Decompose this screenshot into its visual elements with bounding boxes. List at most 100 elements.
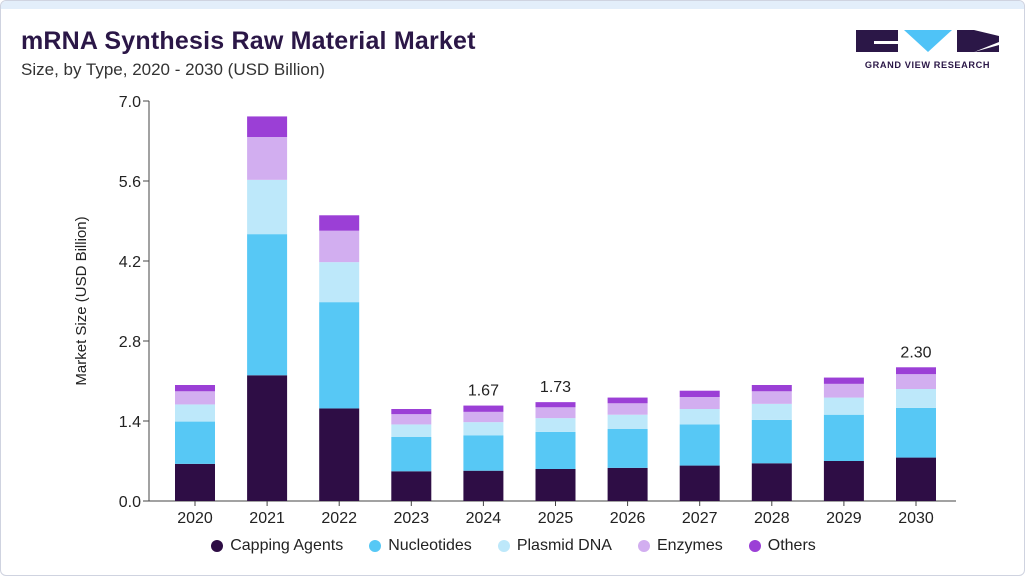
- legend-swatch-icon: [211, 540, 224, 552]
- bar-segment-others: [463, 405, 504, 412]
- bar-segment-nucleotides: [607, 429, 648, 468]
- bar-segment-capping-agents: [679, 465, 720, 501]
- bar-segment-nucleotides: [319, 302, 360, 409]
- bar-segment-capping-agents: [247, 375, 288, 501]
- x-tick-label: 2030: [898, 510, 934, 527]
- y-tick-label: 1.4: [119, 414, 141, 431]
- bar-segment-others: [319, 215, 360, 231]
- bar-segment-enzymes: [823, 383, 864, 398]
- y-tick-label: 0.0: [119, 494, 141, 511]
- y-tick-label: 4.2: [119, 254, 141, 271]
- bar-segment-plasmid-dna: [607, 414, 648, 429]
- bar-segment-nucleotides: [175, 421, 215, 464]
- bar-segment-others: [391, 409, 432, 415]
- bar-segment-others: [607, 397, 648, 404]
- x-tick-label: 2026: [610, 510, 646, 527]
- bar-segment-nucleotides: [751, 419, 792, 464]
- bar-segment-enzymes: [319, 230, 360, 263]
- bar-total-label: 1.67: [468, 383, 499, 400]
- bar-segment-plasmid-dna: [319, 262, 360, 303]
- legend-label: Capping Agents: [230, 537, 344, 554]
- bar-segment-capping-agents: [896, 457, 936, 501]
- x-tick-label: 2021: [249, 510, 285, 527]
- bar-segment-nucleotides: [823, 414, 864, 461]
- bar-segment-capping-agents: [751, 463, 792, 501]
- bar-segment-enzymes: [175, 391, 215, 405]
- bar-segment-plasmid-dna: [247, 179, 288, 235]
- legend-swatch-icon: [497, 540, 510, 552]
- x-tick-label: 2023: [394, 510, 430, 527]
- logo-mark-icon: [856, 30, 999, 52]
- bar-segment-enzymes: [607, 403, 648, 415]
- x-tick-label: 2022: [321, 510, 357, 527]
- legend-item-capping-agents: Capping Agents: [211, 537, 343, 555]
- logo-text: GRAND VIEW RESEARCH: [864, 60, 991, 70]
- bar-segment-capping-agents: [463, 470, 504, 501]
- chart-title: mRNA Synthesis Raw Material Market: [21, 27, 476, 55]
- x-tick-label: 2028: [754, 510, 790, 527]
- bar-segment-capping-agents: [823, 461, 864, 501]
- legend-label: Others: [767, 537, 816, 554]
- bar-segment-capping-agents: [319, 408, 360, 501]
- bar-segment-nucleotides: [247, 234, 288, 376]
- bar-segment-enzymes: [247, 137, 288, 180]
- bar-total-label: 2.30: [900, 344, 931, 361]
- bar-segment-plasmid-dna: [896, 389, 936, 408]
- x-tick-label: 2020: [177, 510, 213, 527]
- bar-segment-others: [896, 367, 936, 375]
- x-tick-label: 2027: [682, 510, 718, 527]
- bar-segment-nucleotides: [896, 407, 936, 458]
- legend-label: Plasmid DNA: [516, 537, 612, 554]
- bar-segment-plasmid-dna: [823, 397, 864, 415]
- grand-view-research-logo: GRAND VIEW RESEARCH: [856, 28, 999, 72]
- legend-item-enzymes: Enzymes: [637, 537, 723, 555]
- y-tick-label: 5.6: [119, 174, 141, 191]
- legend-item-plasmid-dna: Plasmid DNA: [497, 537, 612, 555]
- top-accent-bar: [1, 1, 1024, 9]
- x-tick-label: 2025: [538, 510, 574, 527]
- bar-segment-nucleotides: [679, 424, 720, 466]
- legend-label: Enzymes: [656, 537, 723, 554]
- y-tick-label: 7.0: [119, 94, 141, 111]
- bar-segment-capping-agents: [175, 463, 215, 501]
- bar-segment-others: [679, 390, 720, 397]
- bar-segment-enzymes: [896, 374, 936, 389]
- legend-item-nucleotides: Nucleotides: [369, 537, 472, 555]
- chart-data-labels: 1.67 1.73 2.30: [468, 344, 932, 399]
- bar-segment-enzymes: [535, 407, 576, 419]
- legend-swatch-icon: [748, 540, 761, 552]
- bar-segment-plasmid-dna: [391, 424, 432, 437]
- y-tick-label: 2.8: [119, 334, 141, 351]
- bar-segment-enzymes: [391, 414, 432, 425]
- bar-segment-plasmid-dna: [535, 418, 576, 432]
- bar-segment-capping-agents: [607, 467, 648, 501]
- bar-segment-plasmid-dna: [175, 404, 215, 422]
- bar-segment-others: [175, 385, 215, 392]
- chart-bars: [175, 116, 936, 501]
- legend-item-others: Others: [748, 537, 816, 555]
- bar-segment-nucleotides: [391, 437, 432, 472]
- bar-segment-others: [247, 116, 288, 137]
- legend-label: Nucleotides: [388, 537, 472, 554]
- y-axis-label: Market Size (USD Billion): [73, 216, 90, 385]
- bar-segment-enzymes: [751, 391, 792, 404]
- bar-segment-others: [823, 377, 864, 384]
- bar-segment-capping-agents: [391, 471, 432, 501]
- bar-segment-others: [535, 402, 576, 408]
- bar-segment-enzymes: [463, 411, 504, 423]
- bar-segment-plasmid-dna: [751, 403, 792, 420]
- bar-segment-plasmid-dna: [679, 409, 720, 425]
- bar-segment-capping-agents: [535, 469, 576, 501]
- x-tick-label: 2029: [826, 510, 862, 527]
- bar-total-label: 1.73: [540, 379, 571, 396]
- bar-segment-nucleotides: [535, 431, 576, 469]
- x-tick-label: 2024: [466, 510, 502, 527]
- chart-subtitle: Size, by Type, 2020 - 2030 (USD Billion): [21, 60, 325, 79]
- bar-segment-others: [751, 385, 792, 392]
- bar-segment-plasmid-dna: [463, 422, 504, 436]
- bar-segment-enzymes: [679, 397, 720, 409]
- legend-swatch-icon: [369, 540, 382, 552]
- legend-swatch-icon: [637, 540, 650, 552]
